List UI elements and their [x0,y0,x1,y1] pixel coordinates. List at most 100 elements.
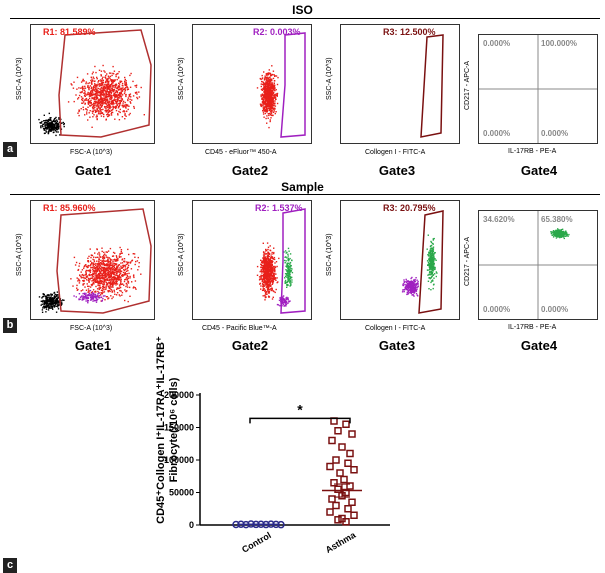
event-dot [113,266,115,268]
event-dot [92,275,94,278]
event-dot [271,73,273,76]
event-dot [41,309,44,311]
event-dot [93,105,95,107]
event-dot [271,298,274,300]
event-dot [56,295,58,297]
event-dot [94,80,96,82]
event-dot [415,292,418,295]
event-dot [120,93,122,95]
event-dot [81,98,83,101]
event-dot [562,231,565,233]
event-dot [261,279,264,281]
event-dot [53,306,56,308]
event-dot [90,299,92,301]
event-dot [117,100,119,102]
event-dot [267,281,269,284]
event-dot [289,279,291,282]
event-dot [265,269,268,271]
event-dot [76,289,78,291]
event-dot [87,260,89,262]
event-dot [127,261,130,264]
event-dot [100,262,102,265]
event-dot [106,80,109,82]
event-dot [408,289,410,291]
event-dot [102,268,104,271]
event-dot [273,290,275,293]
event-dot [104,102,107,104]
event-dot [104,86,107,89]
event-dot [289,261,292,264]
event-dot [287,284,289,286]
event-dot [92,270,95,272]
event-dot [269,272,271,274]
event-dot [266,260,268,262]
event-dot [113,89,115,91]
event-dot [78,282,81,284]
event-dot [118,277,120,279]
event-dot [431,250,433,253]
event-dot [50,305,52,308]
event-dot [55,311,58,313]
event-dot [96,107,98,109]
event-dot [264,88,266,90]
event-dot [138,91,140,93]
iso-gate3-label: Gate3 [378,163,416,178]
event-dot [95,88,97,90]
event-dot [288,258,290,261]
event-dot [111,89,114,92]
event-dot [76,284,78,287]
event-dot [130,102,132,104]
event-dot [84,295,87,298]
event-dot [98,266,101,269]
event-dot [98,297,101,299]
event-dot [265,107,268,109]
event-dot [80,96,83,98]
event-dot [267,270,269,272]
sample-gate4-ylabel: CD217 - APC-A [464,236,471,286]
event-dot [407,280,409,282]
event-dot [427,261,430,263]
event-dot [265,86,267,88]
event-dot [134,280,137,282]
event-dot [110,270,112,272]
event-dot [288,300,290,303]
event-dot [119,271,121,273]
asthma-point [346,449,354,458]
event-dot [100,265,102,267]
event-dot [265,117,267,120]
event-dot [117,276,120,278]
event-dot [53,292,55,294]
event-dot [97,276,99,278]
event-dot [115,74,117,76]
event-dot [429,268,431,270]
event-dot [56,128,59,131]
event-dot [105,287,107,289]
event-dot [268,259,271,261]
event-dot [87,84,89,87]
event-dot [261,270,264,273]
event-dot [112,255,115,257]
event-dot [270,99,272,101]
event-dot [108,93,111,96]
event-dot [115,107,117,110]
event-dot [82,102,84,104]
event-dot [98,258,100,261]
event-dot [40,300,42,302]
event-dot [81,269,84,271]
event-dot [94,83,96,85]
event-dot [114,269,116,271]
event-dot [289,253,292,255]
event-dot [267,113,269,115]
event-dot [269,270,271,272]
event-dot [76,287,78,289]
event-dot [77,98,79,100]
event-dot [557,233,559,236]
event-dot [431,266,433,269]
event-dot [113,80,116,82]
event-dot [115,281,118,284]
event-dot [285,252,287,254]
event-dot [103,115,105,118]
event-dot [80,290,82,292]
event-dot [88,290,90,292]
event-dot [264,109,266,111]
